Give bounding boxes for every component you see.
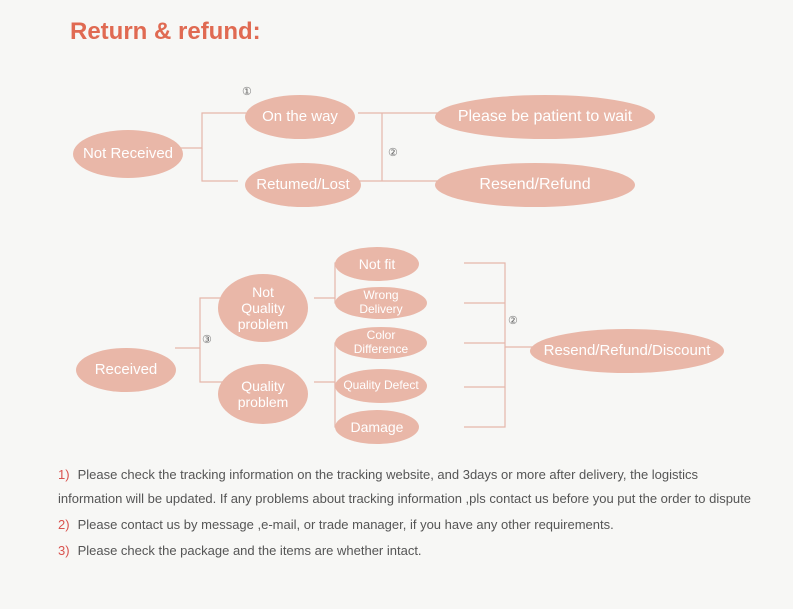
node-resend1: Resend/Refund [435, 163, 635, 207]
note-text: Please check the tracking information on… [58, 467, 751, 506]
note-line-2: 2) Please contact us by message ,e-mail, … [58, 513, 753, 537]
node-not-received: Not Received [73, 130, 183, 178]
notes-block: 1)Please check the tracking information … [58, 463, 753, 565]
note-text: Please check the package and the items a… [78, 543, 422, 558]
step-label-s2a: ② [388, 146, 398, 159]
node-not-quality: NotQualityproblem [218, 274, 308, 342]
node-not-fit: Not fit [335, 247, 419, 281]
node-quality: Qualityproblem [218, 364, 308, 424]
step-label-s2b: ② [508, 314, 518, 327]
node-on-the-way: On the way [245, 95, 355, 139]
note-line-1: 1)Please check the tracking information … [58, 463, 753, 511]
note-number: 3) [58, 543, 70, 558]
note-number: 1) [58, 467, 70, 482]
node-color-diff: Color Difference [335, 327, 427, 359]
node-patient: Please be patient to wait [435, 95, 655, 139]
node-quality-defect: Quality Defect [335, 369, 427, 403]
node-wrong-delivery: Wrong Delivery [335, 287, 427, 319]
node-received: Received [76, 348, 176, 392]
step-label-s3: ③ [202, 333, 212, 346]
node-resend2: Resend/Refund/Discount [530, 329, 724, 373]
step-label-s1a: ① [242, 85, 252, 98]
note-text: Please contact us by message ,e-mail, or… [78, 517, 614, 532]
node-damage: Damage [335, 410, 419, 444]
note-number: 2) [58, 517, 70, 532]
node-returned-lost: Retumed/Lost [245, 163, 361, 207]
note-line-3: 3) Please check the package and the items… [58, 539, 753, 563]
